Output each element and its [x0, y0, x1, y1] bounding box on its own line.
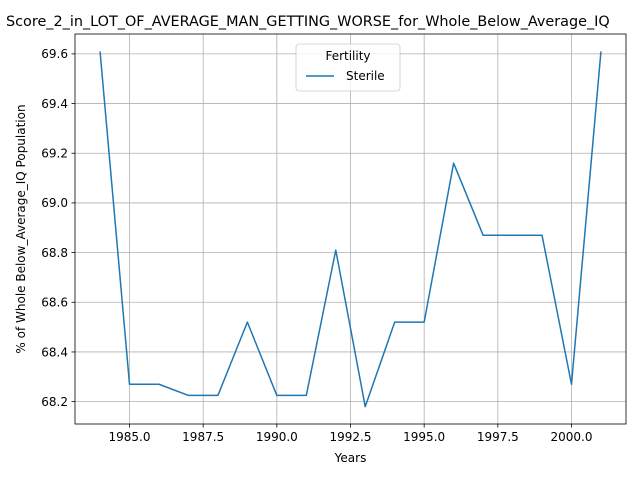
y-tick-label: 68.8	[41, 246, 68, 260]
x-tick-label: 1992.5	[330, 430, 372, 444]
x-tick-label: 1985.0	[109, 430, 151, 444]
legend: Fertility Sterile	[295, 43, 401, 92]
y-tick-label: 69.4	[41, 97, 68, 111]
legend-entry: Sterile	[346, 69, 385, 83]
y-axis-ticks: 68.2 68.4 68.6 68.8 69.0 69.2 69.4 69.6	[41, 47, 75, 409]
series-lines	[99, 51, 602, 408]
x-tick-label: 1995.0	[403, 430, 445, 444]
x-axis-ticks: 1985.0 1987.5 1990.0 1992.5 1995.0 1997.5 2000…	[109, 424, 592, 444]
y-tick-label: 69.0	[41, 196, 68, 210]
y-axis-label: % of Whole Below_Average_IQ Population	[14, 104, 28, 353]
y-tick-label: 68.6	[41, 296, 68, 310]
grid-lines	[75, 34, 626, 424]
x-axis-label: Years	[334, 451, 367, 465]
x-tick-label: 1990.0	[256, 430, 298, 444]
y-tick-label: 69.6	[41, 47, 68, 61]
y-tick-label: 68.4	[41, 345, 68, 359]
x-tick-label: 1997.5	[477, 430, 519, 444]
y-tick-label: 69.2	[41, 147, 68, 161]
x-tick-label: 2000.0	[550, 430, 592, 444]
chart-title: Score_2_in_LOT_OF_AVERAGE_MAN_GETTING_WO…	[6, 14, 610, 30]
legend-title: Fertility	[325, 49, 370, 63]
series-line-sterile	[99, 51, 602, 408]
y-tick-label: 68.2	[41, 395, 68, 409]
legend-box	[295, 43, 401, 92]
x-tick-label: 1987.5	[182, 430, 224, 444]
